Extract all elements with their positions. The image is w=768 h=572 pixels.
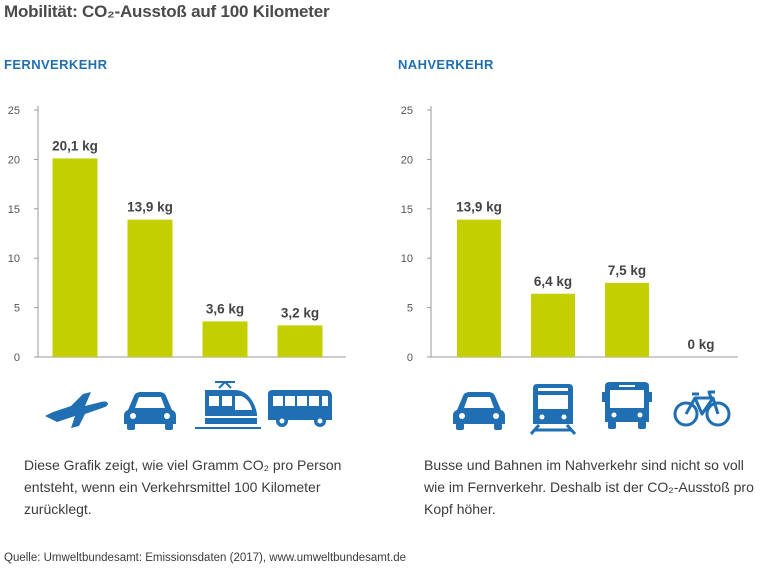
chart-title-fernverkehr: FERNVERKEHR — [4, 57, 108, 72]
bar — [457, 219, 501, 357]
data-label: 3,2 kg — [281, 305, 319, 320]
bar — [52, 158, 98, 357]
chart-nahverkehr: 0 5 10 15 20 25 13,9 kg 6,4 kg 7,5 kg 0 kg — [401, 105, 738, 435]
car-icon — [124, 392, 176, 430]
train-icon — [195, 381, 261, 429]
data-label: 13,9 kg — [127, 200, 173, 215]
y-tick-label: 5 — [407, 303, 413, 315]
y-tick-label: 25 — [8, 105, 20, 117]
data-label: 0 kg — [687, 337, 714, 352]
data-label: 13,9 kg — [456, 200, 502, 215]
data-label: 6,4 kg — [534, 274, 572, 289]
car-icon — [453, 392, 505, 430]
bicycle-icon — [673, 390, 731, 427]
chart-fernverkehr: 0 5 10 15 20 25 20,1 kg 13,9 kg 3,6 kg 3,2 kg — [8, 105, 346, 430]
description-right: Busse und Bahnen im Nahverkehr sind nich… — [424, 457, 754, 517]
data-label: 7,5 kg — [608, 263, 646, 278]
bar — [202, 321, 248, 357]
y-tick-label: 20 — [8, 154, 20, 166]
chart-title-nahverkehr: NAHVERKEHR — [398, 57, 494, 72]
bar — [277, 325, 323, 357]
y-tick-label: 15 — [401, 204, 413, 216]
y-tick-label: 15 — [8, 204, 20, 216]
bar — [531, 293, 575, 357]
page-title: Mobilität: CO₂-Ausstoß auf 100 Kilometer — [4, 2, 330, 21]
bar — [127, 219, 173, 357]
city-bus-icon — [602, 382, 652, 429]
data-label: 20,1 kg — [52, 138, 98, 153]
y-tick-label: 0 — [14, 352, 20, 364]
tram-icon — [529, 384, 577, 435]
description-left: Diese Grafik zeigt, wie viel Gramm CO₂ p… — [24, 457, 342, 517]
coach-bus-icon — [268, 390, 332, 427]
y-tick-label: 20 — [401, 154, 413, 166]
y-tick-label: 10 — [401, 253, 413, 265]
source-note: Quelle: Umweltbundesamt: Emissionsdaten … — [4, 552, 407, 564]
bar — [605, 282, 649, 357]
y-tick-label: 5 — [14, 303, 20, 315]
y-tick-label: 10 — [8, 253, 20, 265]
y-tick-label: 25 — [401, 105, 413, 117]
data-label: 3,6 kg — [206, 301, 244, 316]
y-tick-label: 0 — [407, 352, 413, 364]
airplane-icon — [45, 392, 108, 428]
